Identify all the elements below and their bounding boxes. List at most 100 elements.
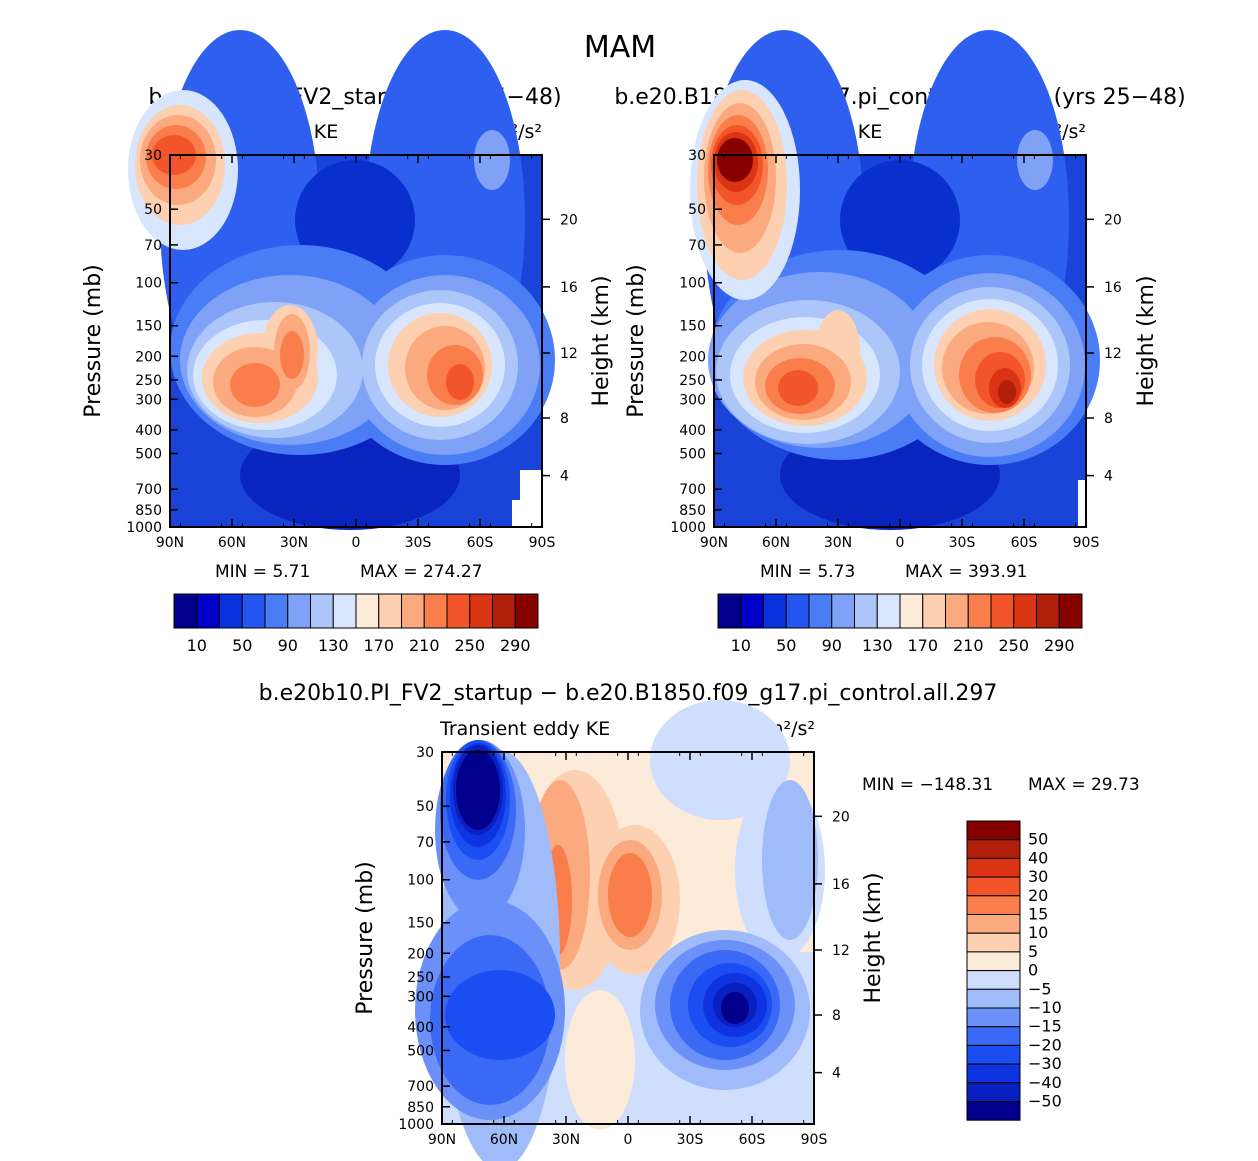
colorbar-swatch xyxy=(899,593,924,629)
colorbar-swatch xyxy=(876,593,901,629)
colorbar-swatch xyxy=(1058,593,1083,629)
y-tick-label: 70 xyxy=(688,238,706,254)
y-tick-label: 400 xyxy=(135,423,162,439)
colorbar-label: 5 xyxy=(1028,942,1038,961)
x-tick-label: 0 xyxy=(624,1132,633,1148)
colorbar-swatch xyxy=(1036,593,1060,629)
panel-title: b.e20.B1850.f09_g17.pi_control.all.297 (… xyxy=(614,85,1185,110)
y-tick-label: 400 xyxy=(679,423,706,439)
colorbar-label: 15 xyxy=(1028,905,1048,924)
x-tick-label: 0 xyxy=(352,535,361,551)
colorbar-label: −15 xyxy=(1028,1017,1062,1036)
height-tick-label: 4 xyxy=(560,469,569,485)
height-axis-label: Height (km) xyxy=(1134,275,1159,406)
x-tick-label: 30S xyxy=(405,535,432,551)
contour-plot-area xyxy=(128,30,555,530)
colorbar-swatch xyxy=(401,593,425,629)
y-tick-label: 70 xyxy=(144,238,162,254)
height-tick-label: 8 xyxy=(1104,411,1113,427)
y-tick-label: 70 xyxy=(416,835,434,851)
colorbar-swatch xyxy=(966,914,1021,934)
pressure-axis-label: Pressure (mb) xyxy=(353,861,378,1015)
y-tick-label: 100 xyxy=(679,276,706,292)
y-tick-label: 400 xyxy=(407,1020,434,1036)
pressure-axis-label: Pressure (mb) xyxy=(624,264,649,418)
y-tick-label: 300 xyxy=(679,392,706,408)
colorbar-swatch xyxy=(990,593,1015,629)
x-tick-label: 60N xyxy=(762,535,790,551)
height-tick-label: 20 xyxy=(1104,212,1122,228)
x-tick-label: 60S xyxy=(739,1132,766,1148)
colorbar-label: −5 xyxy=(1028,979,1052,998)
colorbar-swatch xyxy=(966,951,1021,972)
y-tick-label: 150 xyxy=(135,319,162,335)
height-tick-label: 12 xyxy=(560,346,578,362)
colorbar-swatch xyxy=(378,593,402,629)
colorbar-swatch xyxy=(966,839,1021,859)
y-tick-label: 30 xyxy=(144,148,162,164)
y-tick-label: 250 xyxy=(135,373,162,389)
colorbar-swatch xyxy=(469,593,493,629)
x-tick-label: 30S xyxy=(677,1132,704,1148)
y-tick-label: 500 xyxy=(407,1043,434,1059)
panel-difference: b.e20b10.PI_FV2_startup − b.e20.B1850.f0… xyxy=(259,681,1140,1161)
season-title: MAM xyxy=(584,30,656,65)
height-tick-label: 8 xyxy=(832,1008,841,1024)
y-tick-label: 850 xyxy=(407,1100,434,1116)
colorbar-swatch xyxy=(966,820,1021,841)
y-tick-label: 200 xyxy=(407,946,434,962)
height-tick-label: 4 xyxy=(1104,469,1113,485)
y-tick-label: 700 xyxy=(135,482,162,498)
colorbar-label: −20 xyxy=(1028,1035,1062,1054)
y-tick-label: 30 xyxy=(688,148,706,164)
x-tick-label: 90N xyxy=(428,1132,456,1148)
height-axis-label: Height (km) xyxy=(861,872,886,1003)
height-tick-label: 20 xyxy=(560,212,578,228)
x-tick-label: 90S xyxy=(1073,535,1100,551)
x-tick-label: 90N xyxy=(700,535,728,551)
height-tick-label: 12 xyxy=(832,943,850,959)
colorbar-swatch xyxy=(264,593,289,629)
colorbar-label: 170 xyxy=(907,636,938,655)
colorbar-swatch xyxy=(423,593,448,629)
panel-title: b.e20b10.PI_FV2_startup − b.e20.B1850.f0… xyxy=(259,681,998,706)
colorbar-label: 50 xyxy=(232,636,252,655)
colorbar-label: 0 xyxy=(1028,961,1038,980)
colorbar-swatch xyxy=(287,593,311,629)
colorbar-label: 170 xyxy=(363,636,394,655)
y-tick-label: 150 xyxy=(407,916,434,932)
colorbar-swatch xyxy=(967,593,992,629)
colorbar-label: −10 xyxy=(1028,998,1062,1017)
y-tick-label: 850 xyxy=(679,503,706,519)
colorbar-swatch xyxy=(332,593,357,629)
y-tick-label: 200 xyxy=(135,349,162,365)
colorbar-label: 10 xyxy=(1028,923,1048,942)
colorbar-swatch xyxy=(196,593,220,629)
x-tick-label: 90S xyxy=(801,1132,828,1148)
colorbar-label: 290 xyxy=(500,636,531,655)
y-tick-label: 1000 xyxy=(398,1117,434,1133)
panel-case2: b.e20.B1850.f09_g17.pi_control.all.297 (… xyxy=(614,30,1186,582)
colorbar-swatch xyxy=(966,895,1021,915)
y-tick-label: 850 xyxy=(135,503,162,519)
y-tick-label: 700 xyxy=(679,482,706,498)
min-value: MIN = 5.73 xyxy=(760,562,855,582)
colorbar-swatch xyxy=(831,593,855,629)
panel-case1: b.e20b10.PI_FV2_startup (yrs 25−48) Tran… xyxy=(81,30,614,582)
colorbar-label: 130 xyxy=(318,636,349,655)
colorbar-swatch xyxy=(966,1026,1021,1046)
colorbar-label: 20 xyxy=(1028,886,1048,905)
colorbar-label: 250 xyxy=(998,636,1029,655)
colorbar-swatch xyxy=(173,593,198,629)
y-tick-label: 150 xyxy=(679,319,706,335)
y-tick-label: 700 xyxy=(407,1079,434,1095)
colorbar-label: −30 xyxy=(1028,1054,1062,1073)
min-value: MIN = 5.71 xyxy=(215,562,310,582)
colorbar-label: 10 xyxy=(187,636,207,655)
y-tick-label: 200 xyxy=(679,349,706,365)
colorbar-swatch xyxy=(1013,593,1037,629)
y-tick-label: 100 xyxy=(407,873,434,889)
height-tick-label: 16 xyxy=(832,877,850,893)
colorbar-swatch xyxy=(966,1044,1021,1065)
x-tick-label: 90N xyxy=(156,535,184,551)
